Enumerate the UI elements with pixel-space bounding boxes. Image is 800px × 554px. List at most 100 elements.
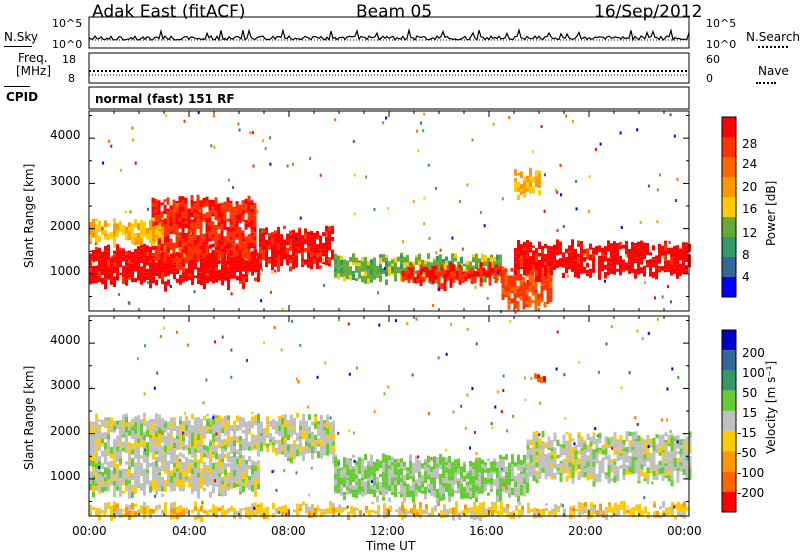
echo-cell	[509, 516, 512, 519]
echo-cell	[230, 446, 233, 451]
echo-cell	[455, 273, 459, 280]
echo-cell	[329, 443, 332, 451]
echo-cell	[658, 441, 662, 448]
echo-cell	[233, 460, 236, 466]
echo-cell	[89, 259, 92, 266]
echo-cell	[583, 266, 586, 274]
echo-cell	[235, 255, 239, 262]
echo-cell	[628, 445, 632, 450]
echo-cell	[325, 256, 328, 260]
noise-cell	[651, 481, 654, 485]
echo-cell	[173, 467, 176, 473]
echo-cell	[547, 245, 550, 249]
echo-cell	[128, 475, 131, 481]
echo-cell	[499, 487, 502, 493]
echo-cell	[484, 484, 487, 488]
echo-cell	[493, 461, 496, 466]
echo-cell	[232, 221, 236, 228]
noise-cell	[178, 458, 181, 462]
echo-cell	[338, 509, 341, 515]
echo-cell	[349, 476, 352, 480]
echo-cell	[482, 513, 485, 518]
echo-cell	[248, 476, 251, 480]
echo-cell	[346, 486, 349, 491]
echo-cell	[388, 269, 391, 276]
noise-cell	[202, 401, 205, 405]
echo-cell	[173, 268, 176, 272]
echo-cell	[481, 484, 484, 487]
echo-cell	[212, 452, 215, 455]
echo-cell	[287, 447, 290, 452]
echo-cell	[451, 474, 454, 481]
echo-cell	[319, 244, 322, 247]
echo-cell	[505, 474, 508, 479]
echo-cell	[140, 419, 143, 424]
echo-cell	[307, 239, 310, 247]
echo-cell	[559, 444, 563, 448]
echo-cell	[521, 510, 524, 516]
echo-cell	[125, 413, 128, 417]
echo-cell	[403, 486, 406, 490]
echo-cell	[422, 509, 425, 515]
echo-cell	[191, 441, 194, 447]
echo-cell	[263, 438, 266, 442]
echo-cell	[299, 442, 302, 446]
echo-cell	[238, 249, 242, 254]
echo-cell	[449, 272, 453, 275]
echo-cell	[622, 448, 626, 451]
echo-cell	[163, 204, 167, 210]
echo-cell	[340, 265, 343, 268]
echo-cell	[205, 249, 209, 255]
echo-cell	[319, 265, 322, 269]
echo-cell	[236, 259, 239, 266]
echo-cell	[610, 470, 614, 473]
echo-cell	[382, 487, 385, 494]
echo-cell	[134, 478, 137, 482]
echo-cell	[271, 243, 274, 246]
echo-cell	[215, 277, 218, 283]
echo-cell	[236, 436, 239, 440]
echo-cell	[101, 487, 104, 493]
echo-cell	[373, 480, 376, 484]
echo-cell	[670, 464, 674, 470]
noise-cell	[213, 145, 216, 149]
echo-cell	[511, 478, 514, 482]
nsky-underline	[4, 46, 32, 47]
echo-cell	[140, 469, 143, 477]
echo-cell	[325, 246, 328, 254]
echo-cell	[308, 426, 311, 432]
echo-cell	[670, 434, 674, 437]
echo-cell	[200, 267, 203, 272]
echo-cell	[526, 458, 529, 461]
echo-cell	[572, 505, 575, 509]
echo-cell	[568, 257, 571, 264]
echo-cell	[479, 262, 483, 269]
echo-cell	[137, 479, 140, 485]
echo-cell	[550, 260, 553, 267]
echo-cell	[595, 246, 598, 251]
echo-cell	[157, 251, 161, 256]
echo-cell	[685, 257, 688, 263]
echo-cell	[598, 447, 602, 451]
noise-cell	[687, 262, 690, 266]
echo-cell	[358, 470, 361, 475]
echo-cell	[412, 466, 415, 473]
noise-cell	[131, 126, 134, 130]
echo-cell	[655, 448, 659, 453]
echo-cell	[655, 444, 659, 447]
echo-cell	[179, 420, 182, 425]
echo-cell	[464, 271, 468, 277]
echo-cell	[488, 277, 492, 282]
echo-cell	[146, 227, 149, 230]
echo-cell	[413, 508, 416, 512]
echo-cell	[89, 271, 92, 275]
echo-cell	[343, 269, 346, 275]
echo-cell	[134, 422, 137, 429]
echo-cell	[373, 490, 376, 497]
echo-cell	[553, 244, 556, 252]
echo-cell	[592, 481, 596, 487]
echo-cell	[377, 510, 380, 515]
echo-cell	[319, 246, 322, 250]
echo-cell	[302, 501, 305, 506]
